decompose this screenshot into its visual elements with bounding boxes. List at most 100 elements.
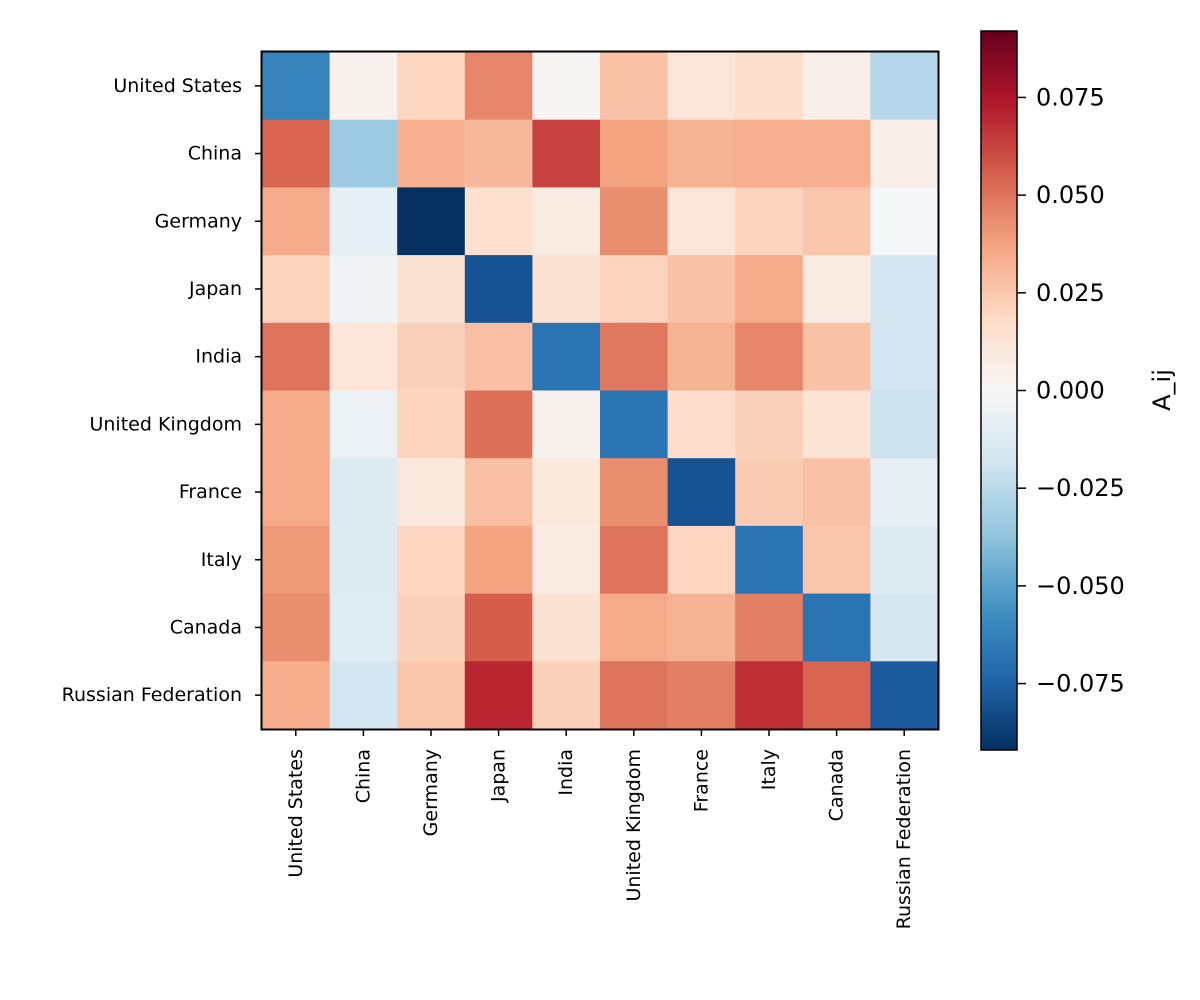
- heatmap-cell: [532, 661, 601, 730]
- heatmap-cell: [600, 661, 669, 730]
- heatmap-cell: [329, 322, 398, 392]
- x-tick-label: Germany: [420, 749, 442, 836]
- y-tick-label: United States: [113, 75, 242, 97]
- heatmap-cell: [667, 322, 736, 392]
- x-tick-label: Japan: [488, 749, 510, 803]
- heatmap-cell: [329, 255, 398, 324]
- heatmap-cell: [600, 458, 669, 527]
- x-tick-labels: United States China Germany Japan India Unite…: [285, 729, 915, 929]
- heatmap-cell: [397, 52, 466, 121]
- y-tick-label: Canada: [170, 616, 242, 638]
- heatmap-cell: [667, 593, 736, 662]
- heatmap-cell: [802, 187, 871, 256]
- heatmap-cell: [735, 390, 804, 459]
- heatmap-cell: [667, 661, 736, 730]
- heatmap-cell: [532, 187, 601, 256]
- heatmap-cell: [329, 52, 398, 121]
- heatmap-cell: [802, 593, 871, 662]
- y-tick-label: China: [188, 143, 242, 165]
- y-tick-label: Russian Federation: [62, 684, 242, 706]
- heatmap-cell: [870, 119, 939, 188]
- heatmap-cell: [600, 390, 669, 459]
- heatmap-cell: [870, 187, 939, 256]
- heatmap-cell: [735, 661, 804, 730]
- heatmap-cell: [532, 255, 601, 324]
- heatmap-cell: [397, 390, 466, 459]
- heatmap-cell: [397, 458, 466, 527]
- heatmap-cell: [464, 525, 533, 595]
- heatmap-cell: [397, 322, 466, 392]
- heatmap-cell: [735, 525, 804, 595]
- heatmap-cell: [329, 119, 398, 188]
- x-tick-label: United States: [285, 749, 307, 878]
- heatmap-cell: [667, 52, 736, 121]
- heatmap-cell: [532, 119, 601, 188]
- heatmap-cell: [735, 593, 804, 662]
- heatmap-cell: [600, 255, 669, 324]
- heatmap-cell: [329, 525, 398, 595]
- heatmap-cell: [870, 390, 939, 459]
- heatmap-cell: [397, 255, 466, 324]
- heatmap-cell: [870, 661, 939, 730]
- y-tick-labels: United States China Germany Japan India Unite…: [62, 75, 262, 706]
- heatmap-cell: [262, 322, 331, 392]
- heatmap-cell: [802, 322, 871, 392]
- heatmap-cell: [600, 593, 669, 662]
- heatmap-cell: [532, 525, 601, 595]
- heatmap-cell: [600, 119, 669, 188]
- heatmap-cell: [262, 255, 331, 324]
- heatmap-cell: [667, 119, 736, 188]
- heatmap-cell: [870, 593, 939, 662]
- heatmap-cell: [802, 255, 871, 324]
- heatmap-cell: [262, 187, 331, 256]
- heatmap-cell: [262, 458, 331, 527]
- heatmap-cell: [667, 187, 736, 256]
- heatmap-cell: [262, 525, 331, 595]
- heatmap-cell: [870, 322, 939, 392]
- heatmap-cell: [802, 525, 871, 595]
- heatmap-cell: [735, 52, 804, 121]
- heatmap-cell: [532, 390, 601, 459]
- x-tick-label: Russian Federation: [893, 749, 915, 929]
- x-tick-label: Canada: [826, 749, 848, 821]
- heatmap-cell: [397, 119, 466, 188]
- heatmap-cell: [870, 458, 939, 527]
- colorbar-tick-label: 0.050: [1036, 181, 1105, 209]
- heatmap-cell: [870, 525, 939, 595]
- heatmap-cell: [667, 525, 736, 595]
- colorbar-tick-label: 0.025: [1036, 279, 1105, 307]
- colorbar-label: A_ij: [1148, 369, 1176, 411]
- heatmap-cell: [600, 52, 669, 121]
- heatmap-cell: [464, 661, 533, 730]
- heatmap-cell: [329, 187, 398, 256]
- heatmap-cell: [532, 593, 601, 662]
- heatmap-cell: [464, 187, 533, 256]
- heatmap-cell: [464, 458, 533, 527]
- heatmap-cell: [600, 187, 669, 256]
- heatmap-cell: [262, 661, 331, 730]
- heatmap-cell: [802, 390, 871, 459]
- heatmap-cell: [464, 119, 533, 188]
- y-tick-label: Germany: [155, 210, 242, 232]
- heatmap-cell: [802, 52, 871, 121]
- heatmap-cell: [397, 593, 466, 662]
- colorbar-tick-label: −0.075: [1036, 670, 1125, 698]
- heatmap-cell: [464, 322, 533, 392]
- heatmap-cell: [600, 322, 669, 392]
- heatmap-cell: [329, 661, 398, 730]
- x-tick-label: China: [352, 749, 374, 803]
- heatmap-cell: [532, 322, 601, 392]
- plot-frame: [260, 50, 940, 731]
- colorbar-tick-label: 0.000: [1036, 377, 1105, 405]
- colorbar-ticks: 0.075 0.050 0.025 0.000 −0.025 −0.050 −0.075: [1017, 83, 1125, 698]
- heatmap-cell: [397, 661, 466, 730]
- heatmap-cell: [667, 255, 736, 324]
- heatmap-cell: [735, 458, 804, 527]
- heatmap-cell: [464, 390, 533, 459]
- heatmap-cell: [329, 390, 398, 459]
- heatmap-cell: [667, 458, 736, 527]
- y-tick-label: India: [195, 346, 242, 368]
- heatmap-cell: [735, 322, 804, 392]
- y-tick-label: Italy: [201, 549, 242, 571]
- heatmap-cell: [262, 593, 331, 662]
